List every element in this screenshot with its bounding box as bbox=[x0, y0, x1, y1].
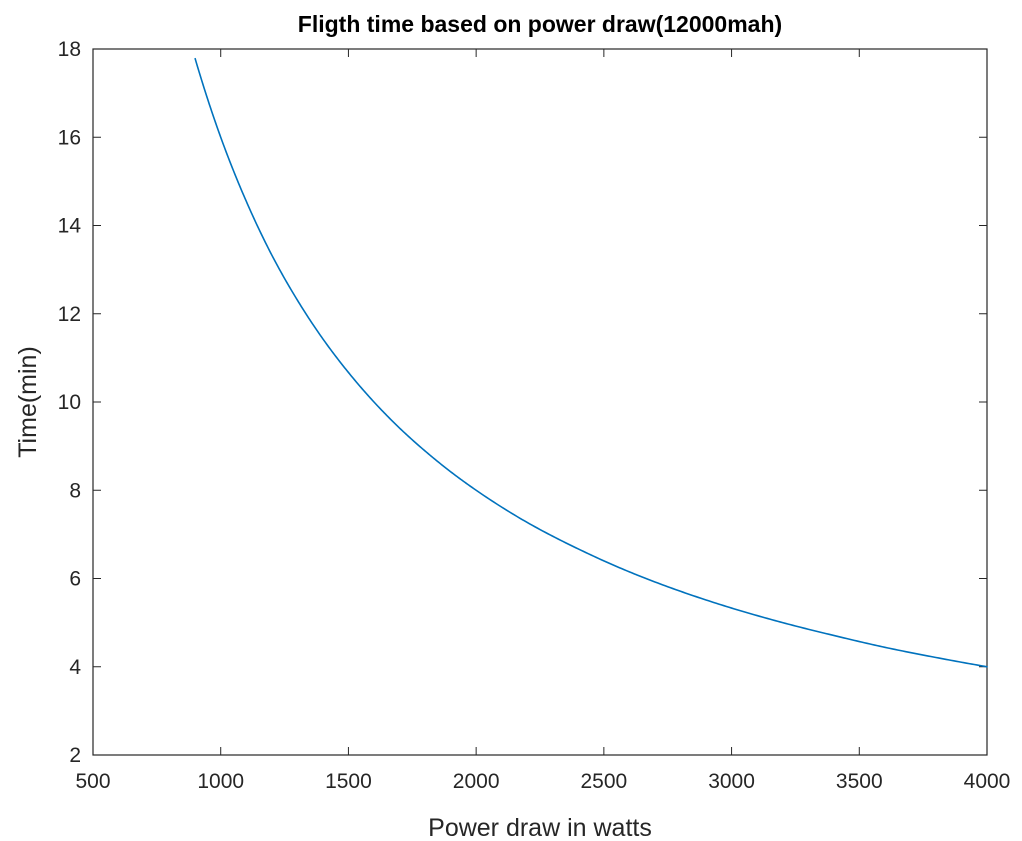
y-tick-label: 4 bbox=[69, 656, 81, 679]
y-tick-label: 12 bbox=[58, 303, 81, 326]
x-tick-label: 1500 bbox=[325, 770, 372, 793]
y-tick-label: 18 bbox=[58, 38, 81, 61]
x-tick-label: 3000 bbox=[708, 770, 755, 793]
plot-area bbox=[92, 48, 988, 756]
series-layer bbox=[194, 57, 988, 668]
x-tick-label: 3500 bbox=[836, 770, 883, 793]
ticks: 500 1000 1500 2000 2500 3000 3500 4000 2 4 6 8 10 12 1… bbox=[58, 38, 1011, 793]
x-tick-label: 4000 bbox=[964, 770, 1011, 793]
y-tick-label: 14 bbox=[58, 215, 82, 238]
y-tick-label: 2 bbox=[69, 744, 81, 767]
x-axis-label: Power draw in watts bbox=[428, 814, 652, 841]
y-tick-label: 16 bbox=[58, 126, 81, 149]
chart-title: Fligth time based on power draw(12000mah… bbox=[298, 11, 782, 37]
y-axis-label: Time(min) bbox=[14, 346, 42, 458]
y-tick-label: 6 bbox=[69, 568, 81, 591]
series-line bbox=[194, 57, 988, 668]
y-tick-label: 8 bbox=[69, 479, 81, 502]
y-tick-label: 10 bbox=[58, 391, 81, 414]
x-tick-label: 2500 bbox=[580, 770, 627, 793]
x-tick-label: 2000 bbox=[453, 770, 500, 793]
x-tick-label: 1000 bbox=[197, 770, 244, 793]
x-tick-label: 500 bbox=[75, 770, 110, 793]
